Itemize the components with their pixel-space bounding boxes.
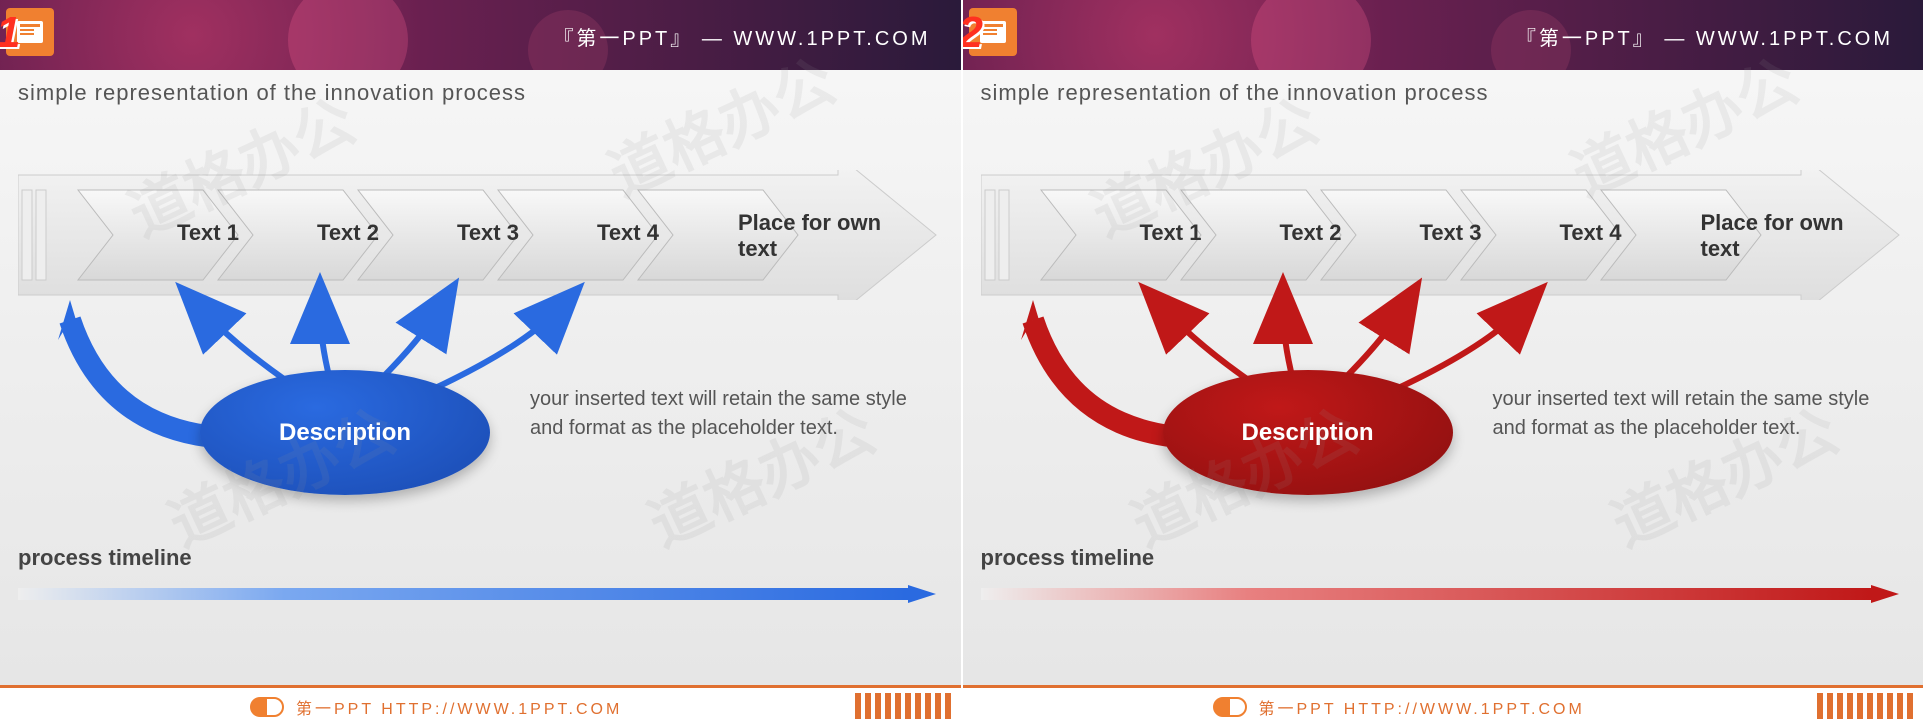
timeline-arrow [18, 585, 938, 603]
chevron-label: Text 4 [1531, 220, 1651, 246]
slide-number: 2 [963, 8, 983, 58]
process-arrow-band: Text 1 Text 2 Text 3 Text 4 Place for own te… [18, 170, 938, 300]
chevron-label: Text 1 [1111, 220, 1231, 246]
chevron-label: Text 2 [288, 220, 408, 246]
footer-stripes-icon [855, 693, 951, 719]
placeholder-description: your inserted text will retain the same … [1493, 385, 1893, 443]
footer-bar: 第一PPT HTTP://WWW.1PPT.COM [963, 685, 1924, 725]
process-arrow-band: Text 1 Text 2 Text 3 Text 4 Place for own te… [981, 170, 1901, 300]
timeline-label: process timeline [18, 545, 192, 571]
slide-subtitle: simple representation of the innovation … [18, 80, 526, 106]
chevron-label: Text 2 [1251, 220, 1371, 246]
arrow-end-label: Place for own text [738, 210, 888, 263]
chevron-label: Text 4 [568, 220, 688, 246]
chevron-label: Text 3 [1391, 220, 1511, 246]
header-brand-text: 『第一PPT』 — WWW.1PPT.COM [553, 22, 930, 51]
slide-subtitle: simple representation of the innovation … [981, 80, 1489, 106]
header-brand-text: 『第一PPT』 — WWW.1PPT.COM [1516, 22, 1893, 51]
pill-icon [250, 697, 284, 717]
placeholder-description: your inserted text will retain the same … [530, 385, 930, 443]
footer-text: 第一PPT HTTP://WWW.1PPT.COM [296, 695, 622, 719]
description-hub: Description [200, 370, 490, 495]
chevron-label: Text 1 [148, 220, 268, 246]
timeline-arrow [981, 585, 1901, 603]
footer-bar: 第一PPT HTTP://WWW.1PPT.COM [0, 685, 961, 725]
timeline-label: process timeline [981, 545, 1155, 571]
pill-icon [1213, 697, 1247, 717]
description-hub: Description [1163, 370, 1453, 495]
chevron-label: Text 3 [428, 220, 548, 246]
footer-text: 第一PPT HTTP://WWW.1PPT.COM [1259, 695, 1585, 719]
slide-number: 1 [0, 8, 20, 58]
footer-stripes-icon [1817, 693, 1913, 719]
arrow-end-label: Place for own text [1701, 210, 1851, 263]
